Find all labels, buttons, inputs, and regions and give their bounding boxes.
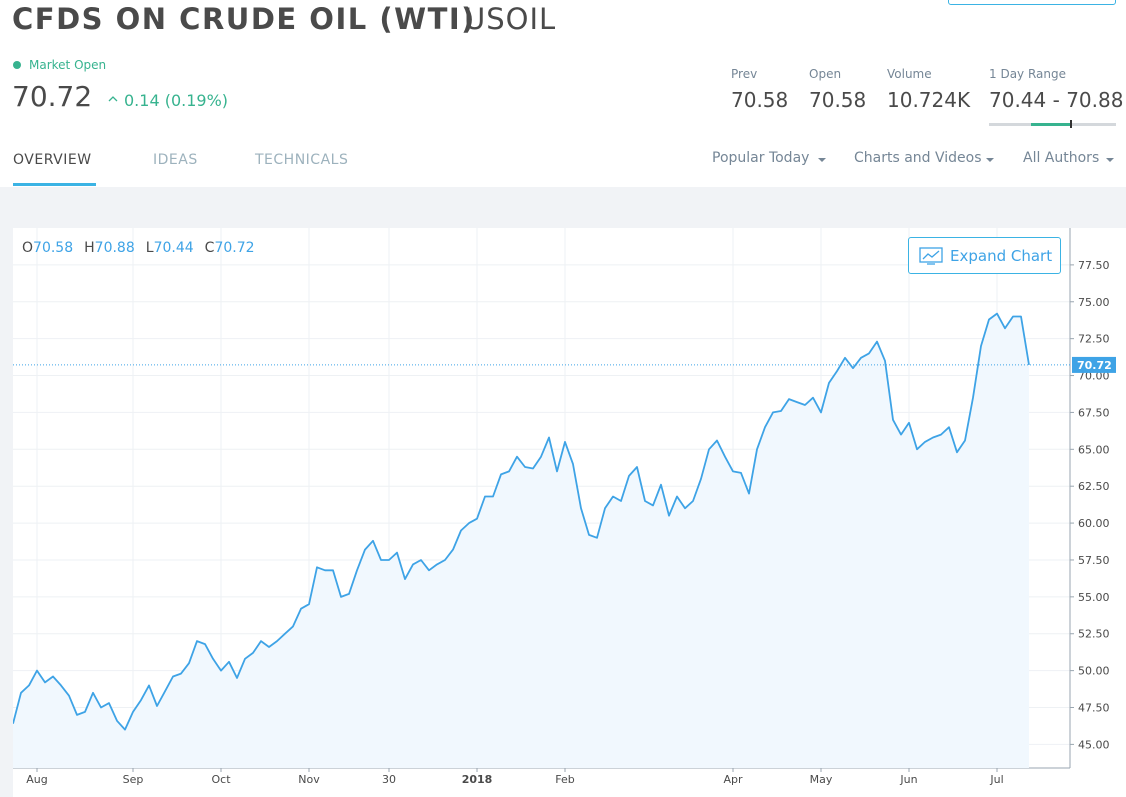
y-tick-label: 45.00 bbox=[1078, 738, 1110, 751]
x-tick-label: 30 bbox=[382, 773, 396, 786]
x-tick-label: Oct bbox=[211, 773, 231, 786]
ohlc-key: H bbox=[84, 240, 95, 256]
filter-dropdown[interactable]: Popular Today bbox=[712, 150, 810, 166]
y-tick-label: 60.00 bbox=[1078, 517, 1110, 530]
last-price-box bbox=[1072, 356, 1116, 373]
filter-dropdown[interactable]: All Authors bbox=[1023, 150, 1100, 166]
x-tick-label: 2018 bbox=[462, 773, 493, 786]
active-tab-underline bbox=[13, 183, 96, 186]
x-tick-label: Jun bbox=[899, 773, 917, 786]
y-tick-label: 62.50 bbox=[1078, 480, 1110, 493]
stat-value: 10.724K bbox=[887, 88, 971, 112]
x-tick-label: Nov bbox=[298, 773, 320, 786]
stat-label: 1 Day Range bbox=[989, 67, 1066, 81]
area bbox=[13, 313, 1029, 768]
stat-value: 70.58 bbox=[731, 88, 789, 112]
x-tick-label: Feb bbox=[555, 773, 574, 786]
y-tick-label: 57.50 bbox=[1078, 554, 1110, 567]
price: 70.72 bbox=[12, 80, 93, 113]
ohlc-legend: O 70.58 H 70.88 L 70.44 C 70.72 bbox=[22, 240, 255, 256]
y-tick-label: 75.00 bbox=[1078, 296, 1110, 309]
x-tick-label: May bbox=[810, 773, 833, 786]
price-change: 0.14 (0.19%) bbox=[124, 91, 229, 110]
dropdown-caret bbox=[818, 158, 826, 162]
x-tick-label: Apr bbox=[723, 773, 743, 786]
filter-dropdown[interactable]: Charts and Videos bbox=[854, 150, 982, 166]
x-tick-label: Aug bbox=[26, 773, 47, 786]
expand-chart-button[interactable]: Expand Chart bbox=[908, 237, 1061, 274]
stat-label: Open bbox=[809, 67, 842, 81]
tab[interactable]: OVERVIEW bbox=[13, 152, 92, 168]
y-tick-label: 55.00 bbox=[1078, 591, 1110, 604]
ohlc-value: 70.44 bbox=[153, 240, 194, 256]
y-tick-label: 65.00 bbox=[1078, 443, 1110, 456]
ohlc-value: 70.88 bbox=[94, 240, 135, 256]
symbol: USOIL bbox=[464, 2, 557, 36]
ohlc-key: L bbox=[145, 240, 154, 256]
price-line bbox=[13, 312, 1030, 731]
x-tick-label: Jul bbox=[989, 773, 1003, 786]
y-tick-label: 52.50 bbox=[1078, 628, 1110, 641]
y-tick-label: 47.50 bbox=[1078, 702, 1110, 715]
y-tick-label: 67.50 bbox=[1078, 406, 1110, 419]
stat-value: 70.44 - 70.88 bbox=[989, 88, 1124, 112]
x-tick-label: Sep bbox=[123, 773, 144, 786]
range-bar bbox=[989, 120, 1116, 128]
ohlc-key: O bbox=[22, 240, 34, 256]
top-button[interactable] bbox=[948, 0, 1116, 5]
up-caret bbox=[108, 96, 118, 102]
dropdown-caret bbox=[986, 158, 994, 162]
chart: 45.00 47.50 50.00 52.50 55.00 57.50 60.00 62.50… bbox=[13, 228, 1126, 797]
y-tick-label: 77.50 bbox=[1078, 259, 1110, 272]
status-dot bbox=[13, 61, 21, 69]
last-price-label: 70.72 bbox=[1077, 359, 1112, 372]
ohlc-value: 70.72 bbox=[214, 240, 255, 256]
y-tick-label: 72.50 bbox=[1078, 333, 1110, 346]
page-title: CFDS ON CRUDE OIL (WTI) bbox=[12, 2, 476, 36]
stat-label: Prev bbox=[731, 67, 758, 81]
y-tick-label: 50.00 bbox=[1078, 665, 1110, 678]
tab[interactable]: IDEAS bbox=[153, 152, 198, 168]
dropdown-caret bbox=[1106, 158, 1114, 162]
stat-label: Volume bbox=[887, 67, 932, 81]
ohlc-key: C bbox=[204, 240, 215, 256]
expand-label[interactable]: Expand Chart bbox=[950, 247, 1053, 265]
ohlc-value: 70.58 bbox=[33, 240, 74, 256]
stat-value: 70.58 bbox=[809, 88, 867, 112]
tab[interactable]: TECHNICALS bbox=[255, 152, 349, 168]
market-status: Market Open bbox=[29, 58, 107, 72]
chart-icon bbox=[919, 247, 943, 265]
